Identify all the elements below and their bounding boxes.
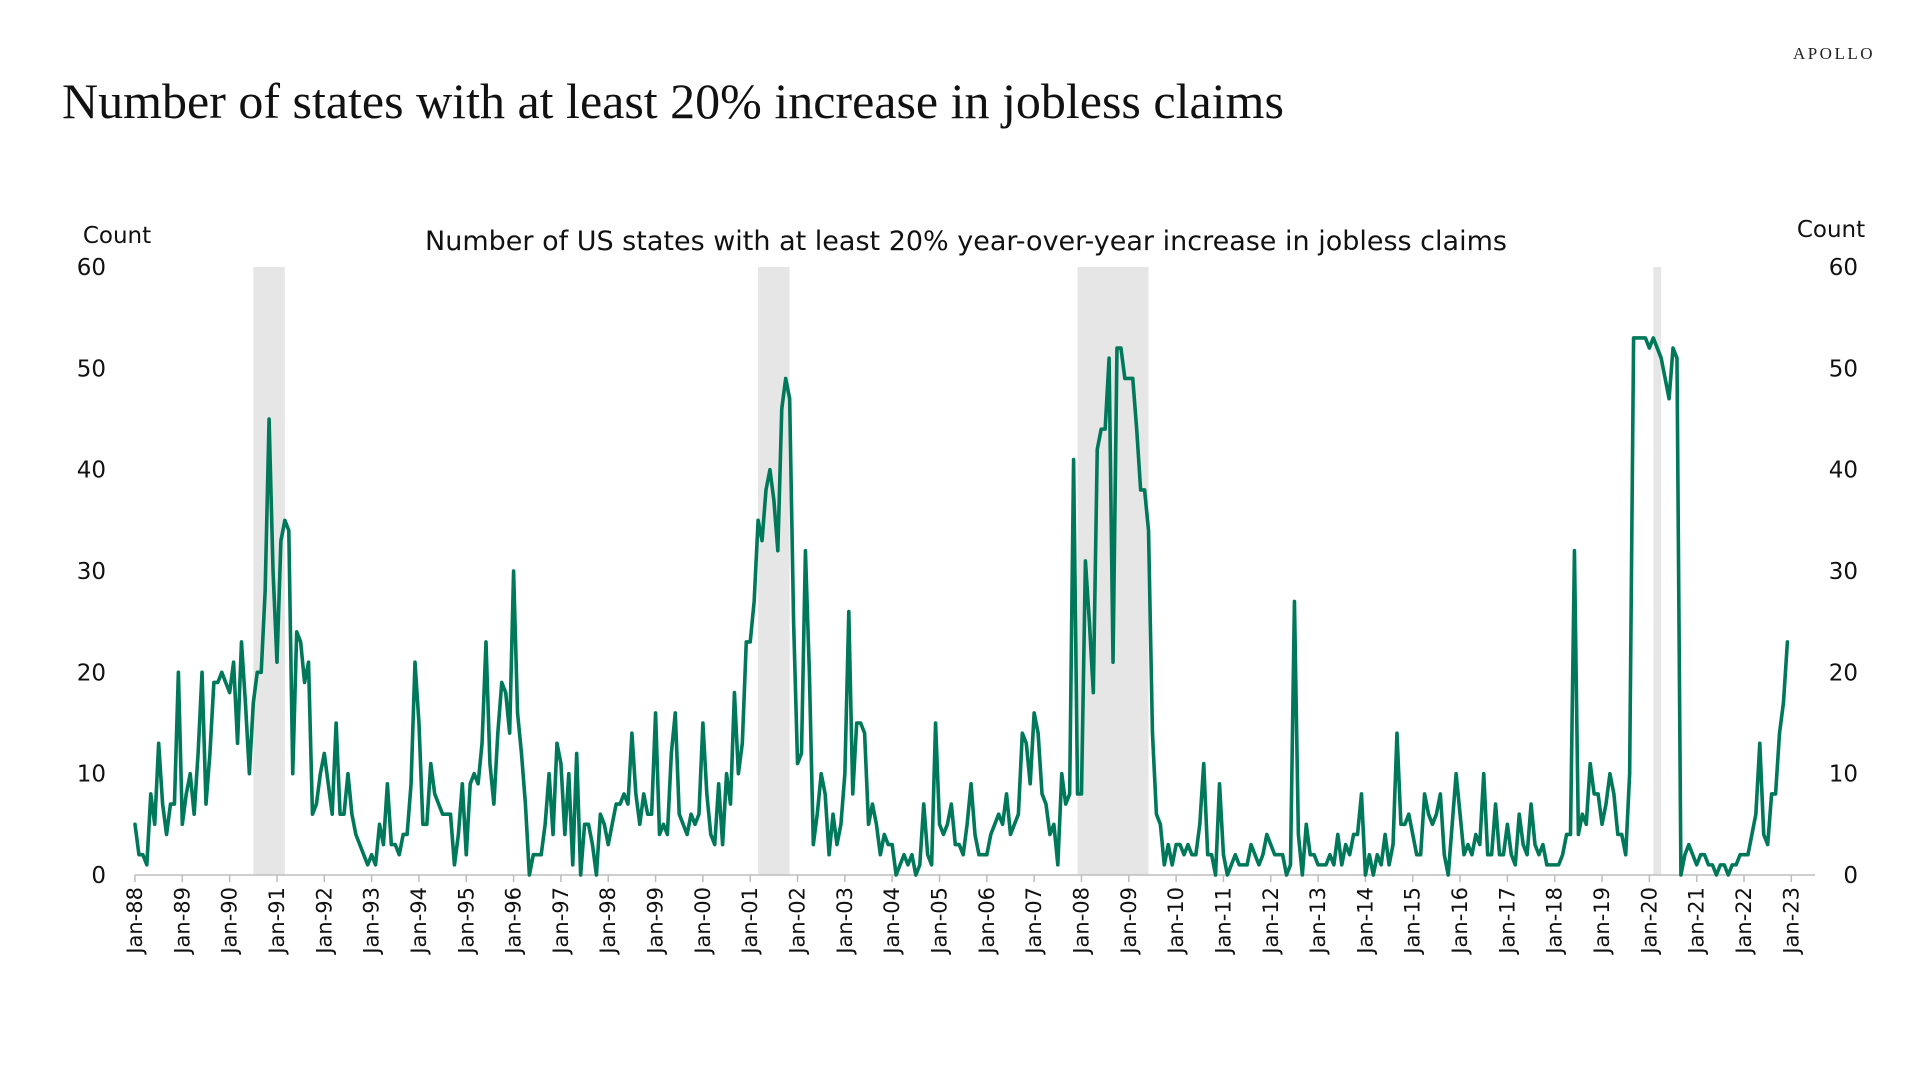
recession-band-2 — [758, 267, 790, 875]
y-tick-label-right: 10 — [1829, 762, 1858, 788]
chart-title: Number of US states with at least 20% ye… — [425, 226, 1507, 257]
x-tick-label: Jan-98 — [596, 887, 620, 956]
page-title: Number of states with at least 20% incre… — [62, 73, 1284, 129]
y-axis-label-right: Count — [1797, 217, 1865, 243]
y-tick-label-right: 60 — [1829, 255, 1858, 281]
x-tick-label: Jan-04 — [880, 887, 904, 956]
recession-bands — [253, 267, 1662, 875]
y-tick-label-left: 40 — [77, 458, 106, 484]
y-axis-label-left: Count — [83, 223, 151, 249]
x-tick-label: Jan-19 — [1590, 887, 1614, 956]
x-tick-label: Jan-13 — [1306, 887, 1330, 956]
x-tick-label: Jan-02 — [786, 887, 810, 956]
x-tick-label: Jan-90 — [218, 887, 242, 956]
x-tick-label: Jan-89 — [170, 887, 194, 956]
y-tick-label-right: 30 — [1829, 559, 1858, 585]
x-tick-label: Jan-10 — [1164, 887, 1188, 956]
data-series — [133, 336, 1790, 877]
x-tick-label: Jan-05 — [928, 887, 952, 956]
x-tick-label: Jan-92 — [312, 887, 336, 956]
x-tick-label: Jan-95 — [454, 887, 478, 956]
x-tick-label: Jan-22 — [1732, 887, 1756, 956]
x-tick-label: Jan-16 — [1448, 887, 1472, 956]
x-tick-label: Jan-17 — [1495, 887, 1519, 956]
x-tick-label: Jan-88 — [123, 887, 147, 956]
x-tick-label: Jan-11 — [1211, 887, 1235, 956]
x-tick-label: Jan-99 — [644, 887, 668, 956]
x-tick-label: Jan-21 — [1685, 887, 1709, 956]
x-tick-label: Jan-08 — [1069, 887, 1093, 956]
y-tick-label-left: 0 — [91, 863, 106, 889]
x-tick-label: Jan-03 — [833, 887, 857, 956]
x-tick-label: Jan-94 — [407, 887, 431, 956]
y-tick-label-left: 20 — [77, 660, 106, 686]
recession-band-4 — [1653, 267, 1662, 875]
x-tick-label: Jan-06 — [975, 887, 999, 956]
y-tick-label-left: 60 — [77, 255, 106, 281]
x-tick-label: Jan-93 — [360, 887, 384, 956]
x-tick-label: Jan-14 — [1353, 887, 1377, 956]
x-tick-label: Jan-09 — [1117, 887, 1141, 956]
x-tick-label: Jan-15 — [1401, 887, 1425, 956]
y-tick-label-left: 30 — [77, 559, 106, 585]
x-tick-label: Jan-23 — [1779, 887, 1803, 956]
y-tick-label-right: 0 — [1843, 863, 1858, 889]
y-tick-label-right: 50 — [1829, 356, 1858, 382]
y-tick-label-left: 50 — [77, 356, 106, 382]
y-tick-label-right: 20 — [1829, 660, 1858, 686]
x-tick-label: Jan-18 — [1543, 887, 1567, 956]
y-tick-label-right: 40 — [1829, 458, 1858, 484]
x-tick-label: Jan-20 — [1637, 887, 1661, 956]
x-tick-label: Jan-96 — [502, 887, 526, 956]
x-tick-label: Jan-12 — [1259, 887, 1283, 956]
x-tick-label: Jan-91 — [265, 887, 289, 956]
x-tick-label: Jan-00 — [691, 887, 715, 956]
brand-logo: APOLLO — [1792, 44, 1875, 63]
y-tick-label-left: 10 — [77, 762, 106, 788]
x-tick-label: Jan-01 — [738, 887, 762, 956]
series-line-1 — [133, 336, 1790, 877]
axes: 0 0 10 10 20 20 30 30 40 40 50 50 60 60 Jan-88 Jan-89 Ja… — [77, 255, 1858, 956]
x-tick-label: Jan-07 — [1022, 887, 1046, 956]
x-tick-label: Jan-97 — [549, 887, 573, 956]
